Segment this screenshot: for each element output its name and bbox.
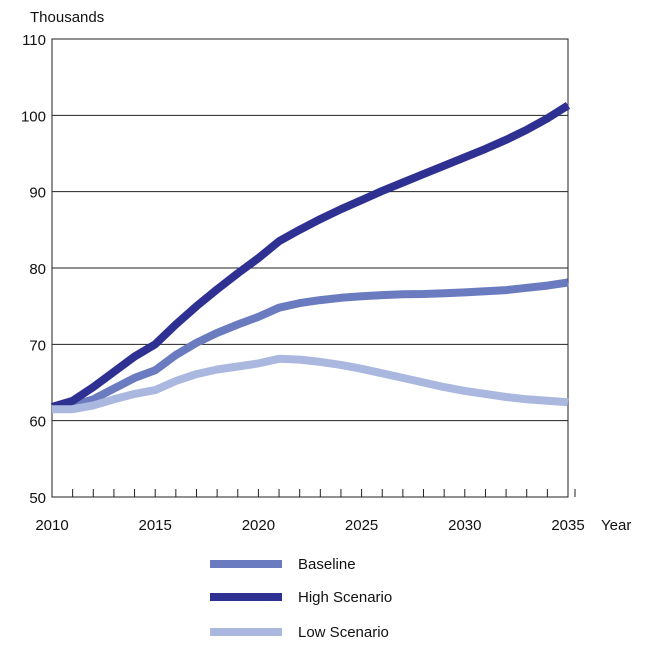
- tick-labels: 50 60 70 80 90 100 110 2010 2015 2020 2025 2030 2035: [21, 32, 585, 534]
- axes: [51, 38, 576, 498]
- x-tick-label: 2015: [139, 517, 172, 534]
- series-lines: [50, 102, 571, 414]
- y-tick-label: 60: [29, 414, 46, 431]
- legend-label: High Scenario: [298, 589, 392, 606]
- y-tick-label: 80: [29, 261, 46, 278]
- y-tick-label: 100: [21, 108, 46, 125]
- plot-frame: [51, 38, 569, 498]
- series-line-3: [52, 354, 569, 414]
- y-tick-label: 70: [29, 337, 46, 354]
- x-tick-label: 2035: [551, 517, 584, 534]
- x-tick-label: 2010: [35, 517, 68, 534]
- legend-label: Low Scenario: [298, 624, 389, 641]
- series-line-1: [51, 278, 569, 411]
- gridlines: [52, 114, 568, 422]
- series-line-2: [50, 102, 571, 411]
- y-tick-label: 90: [29, 185, 46, 202]
- y-unit-label: Thousands: [30, 9, 104, 26]
- legend: Baseline High Scenario Low Scenario: [210, 556, 392, 641]
- y-tick-label: 110: [22, 32, 46, 49]
- x-tick-label: 2020: [242, 517, 275, 534]
- x-tick-label: 2030: [448, 517, 481, 534]
- legend-label: Baseline: [298, 556, 356, 573]
- x-unit-label: Year: [601, 517, 631, 534]
- y-tick-label: 50: [29, 490, 46, 507]
- x-tick-label: 2025: [345, 517, 378, 534]
